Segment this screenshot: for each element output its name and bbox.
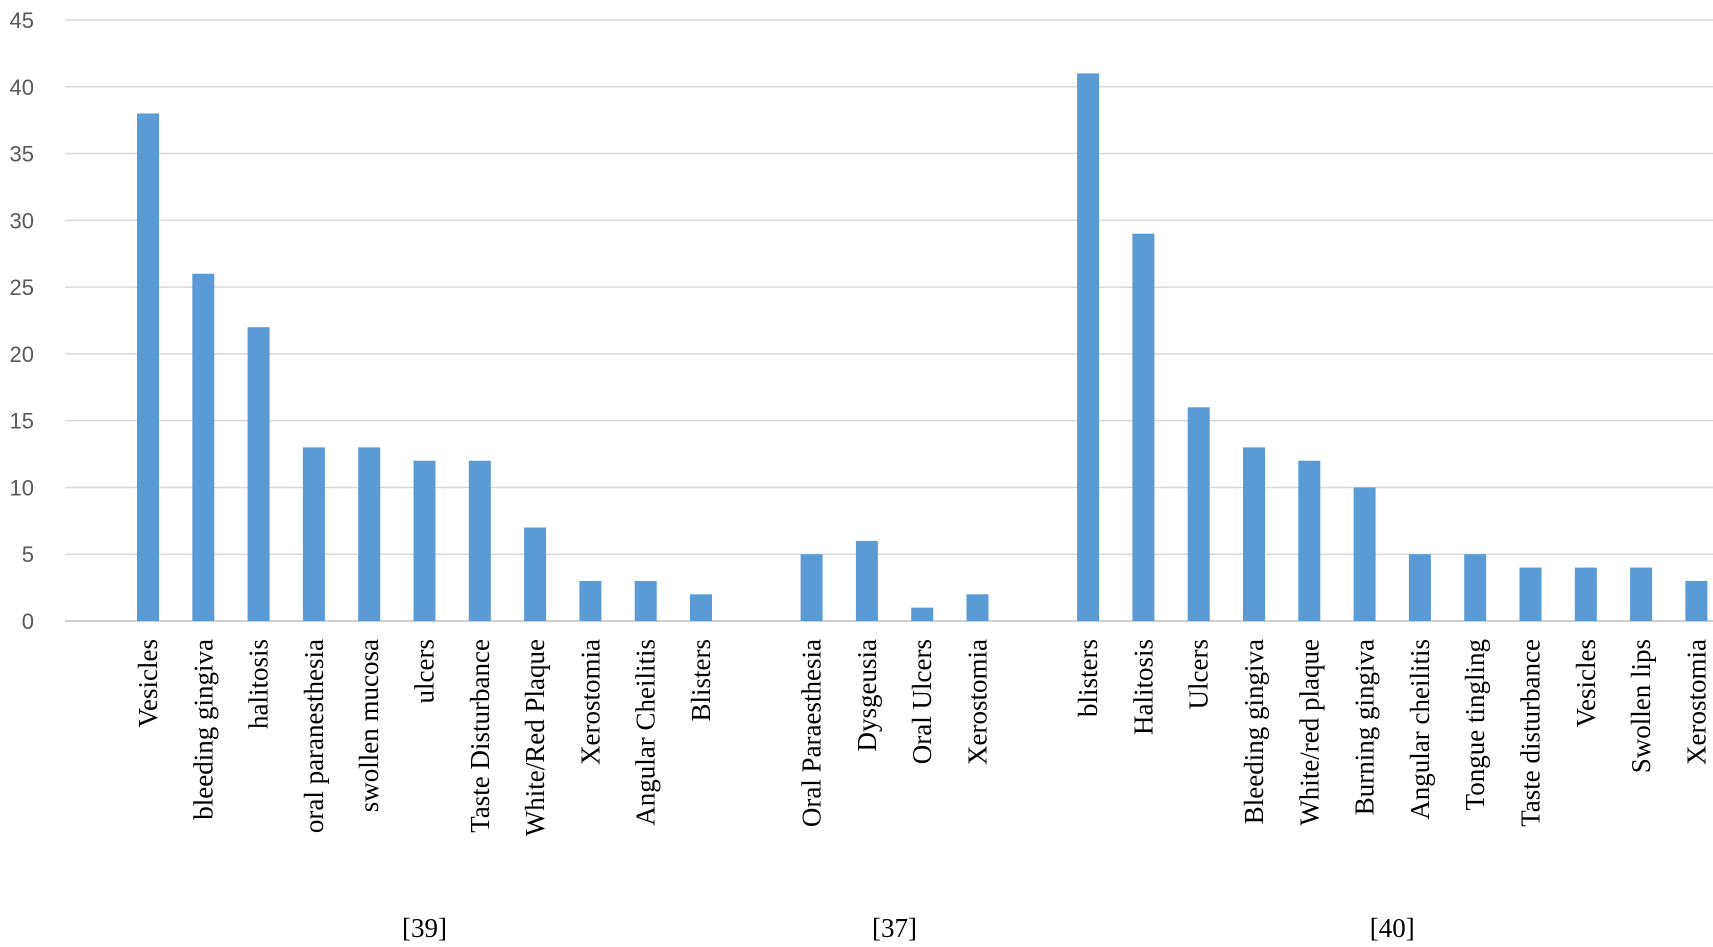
category-label: Halitosis [1128, 639, 1158, 735]
gridlines [65, 19, 1713, 622]
category-label: Tongue tingling [1460, 639, 1490, 810]
bar [800, 554, 823, 621]
y-tick-label: 25 [10, 275, 34, 300]
category-label: Angular cheilitis [1405, 639, 1435, 820]
category-label: Burning gingiva [1350, 639, 1380, 815]
category-label: Xerostomia [963, 639, 993, 765]
group-label: [40] [1370, 913, 1415, 943]
bar [137, 113, 159, 621]
bar [911, 607, 934, 621]
bar [1464, 554, 1487, 621]
bar [1408, 554, 1431, 621]
bar [579, 580, 602, 621]
category-label: Taste disturbance [1516, 639, 1546, 827]
bar [468, 460, 491, 621]
category-label: Blisters [686, 639, 716, 722]
bar [524, 527, 547, 621]
bar [1187, 407, 1210, 621]
category-label: Oral Paraesthesia [797, 639, 827, 827]
category-label: oral paranesthesia [299, 639, 329, 833]
category-label: Oral Ulcers [907, 639, 937, 764]
bar [192, 273, 215, 621]
category-label: ulcers [410, 639, 440, 703]
category-label: blisters [1073, 639, 1103, 717]
category-label: Vesicles [133, 639, 163, 727]
y-tick-label: 20 [10, 342, 34, 367]
category-label: Taste Disturbance [465, 639, 495, 833]
category-label: Angular Cheilitis [631, 639, 661, 826]
bar [690, 594, 712, 621]
category-label: Dysgeusia [852, 639, 882, 751]
bar [634, 580, 657, 621]
group-labels: [39] [37] [40] [402, 913, 1415, 943]
category-label: bleeding gingiva [188, 639, 218, 820]
y-axis-ticks: 0 5 10 15 20 25 30 35 40 45 [10, 8, 34, 634]
bar [966, 594, 989, 621]
category-label: Xerostomia [1681, 639, 1711, 765]
category-label: halitosis [244, 639, 274, 729]
group-label: [39] [402, 913, 447, 943]
bar [1132, 233, 1155, 621]
bars [137, 73, 1708, 621]
bar [247, 327, 270, 621]
y-tick-label: 0 [22, 609, 34, 634]
bar [1353, 487, 1376, 621]
bar [1298, 460, 1321, 621]
group-label: [37] [872, 913, 917, 943]
y-tick-label: 15 [10, 409, 34, 434]
y-tick-label: 10 [10, 475, 34, 500]
category-labels: Vesicles bleeding gingiva halitosis oral pa… [133, 639, 1711, 836]
category-label: Vesicles [1571, 639, 1601, 727]
bar [413, 460, 436, 621]
y-tick-label: 35 [10, 142, 34, 167]
category-label: swollen mucosa [354, 639, 384, 812]
category-label: Swollen lips [1626, 639, 1656, 773]
bar [358, 447, 381, 621]
category-label: Ulcers [1184, 639, 1214, 709]
y-tick-label: 30 [10, 208, 34, 233]
category-label: Xerostomia [575, 639, 605, 765]
y-tick-label: 45 [10, 8, 34, 33]
bar [1243, 447, 1265, 621]
bar [1077, 73, 1100, 621]
y-tick-label: 40 [10, 75, 34, 100]
bar [1519, 567, 1542, 621]
bar [1685, 580, 1708, 621]
category-label: White/red plaque [1294, 639, 1324, 826]
bar [855, 540, 878, 621]
y-tick-label: 5 [22, 542, 34, 567]
bar [302, 447, 325, 621]
category-label: White/Red Plaque [520, 639, 550, 836]
bar [1630, 567, 1653, 621]
bar [1574, 567, 1597, 621]
category-label: Bleeding gingiva [1239, 639, 1269, 824]
